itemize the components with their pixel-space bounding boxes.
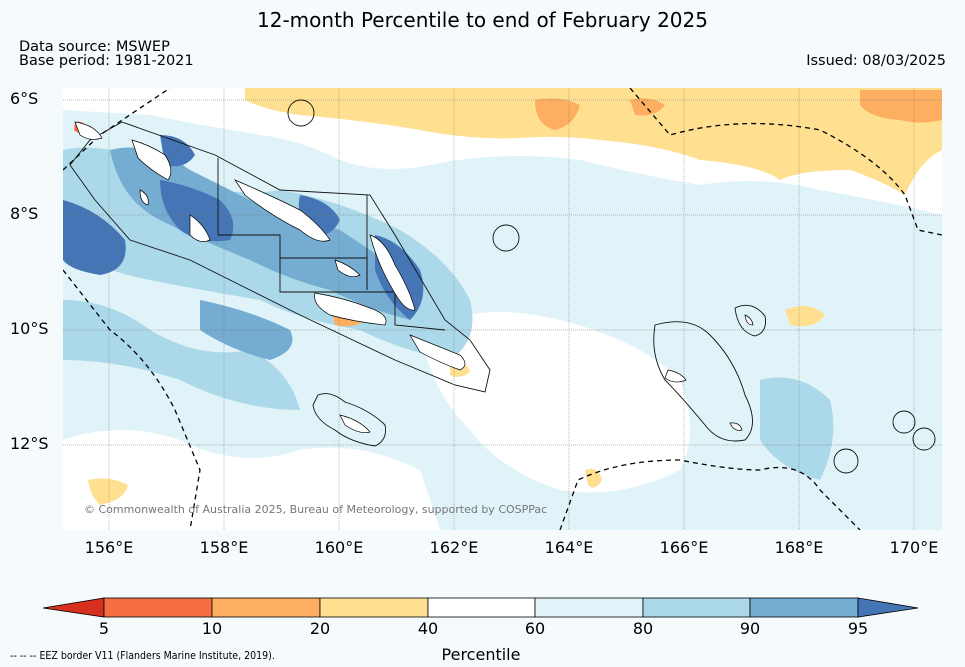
region-above-95-bougainville: [160, 135, 195, 167]
colorbar-tick: 20: [309, 619, 331, 638]
lon-label: 164°E: [544, 538, 594, 557]
region-90-95-south: [200, 300, 293, 360]
colorbar-5-10: [103, 597, 213, 618]
data-source-text: Data source: MSWEP: [19, 39, 170, 55]
colorbar-80-90: [642, 597, 751, 618]
lon-label: 162°E: [429, 538, 479, 557]
region-above-95-west: [63, 200, 126, 275]
region-20-40-sw: [88, 478, 128, 505]
colorbar-10-20: [211, 597, 321, 618]
map-plot-area: [63, 88, 942, 530]
colorbar-40-60: [427, 597, 536, 618]
eez-borders: [63, 88, 942, 530]
lon-label: 168°E: [774, 538, 824, 557]
region-10-20-b: [860, 90, 942, 123]
region-40-60-southwest: [63, 430, 440, 530]
colorbar-60-80: [534, 597, 644, 618]
lat-label: 6°S: [10, 89, 39, 108]
region-20-40-north: [245, 88, 942, 195]
lat-label: 10°S: [10, 319, 49, 338]
copyright-notice: © Commonwealth of Australia 2025, Bureau…: [84, 503, 548, 516]
colorbar-tick: 10: [201, 619, 223, 638]
lon-label: 166°E: [659, 538, 709, 557]
colorbar-tick: 60: [524, 619, 546, 638]
region-80-90-west: [63, 300, 300, 410]
colorbar: [42, 597, 919, 618]
map-title: 12-month Percentile to end of February 2…: [257, 8, 708, 32]
lon-label: 158°E: [199, 538, 249, 557]
boundary-polygons: [69, 99, 936, 474]
issued-date: Issued: 08/03/2025: [806, 53, 946, 69]
colorbar-above-95: [857, 597, 919, 618]
colorbar-below-5: [42, 597, 105, 618]
lon-label: 160°E: [314, 538, 364, 557]
colorbar-20-40: [319, 597, 429, 618]
region-20-40-s: [585, 468, 602, 488]
colorbar-title: Percentile: [441, 645, 521, 664]
eez-note: -- -- -- EEZ border V11 (Flanders Marine…: [10, 650, 275, 662]
region-20-40-east: [785, 306, 825, 327]
colorbar-tick: 95: [847, 619, 869, 638]
colorbar-tick: 40: [417, 619, 439, 638]
region-10-20-c: [630, 98, 665, 116]
lon-label: 170°E: [889, 538, 939, 557]
region-80-90-east: [760, 377, 834, 480]
lon-label: 156°E: [84, 538, 134, 557]
islands: [74, 121, 754, 434]
colorbar-90-95: [749, 597, 859, 618]
region-above-95-choiseul: [160, 180, 234, 242]
base-period-text: Base period: 1981-2021: [19, 53, 194, 69]
data-source-block: Data source: MSWEP Base period: 1981-202…: [19, 39, 194, 69]
colorbar-tick: 80: [632, 619, 654, 638]
colorbar-tick: 90: [739, 619, 761, 638]
colorbar-tick: 5: [98, 619, 110, 638]
region-40-60-central: [420, 312, 690, 493]
lat-label: 12°S: [10, 434, 49, 453]
lat-label: 8°S: [10, 204, 39, 223]
